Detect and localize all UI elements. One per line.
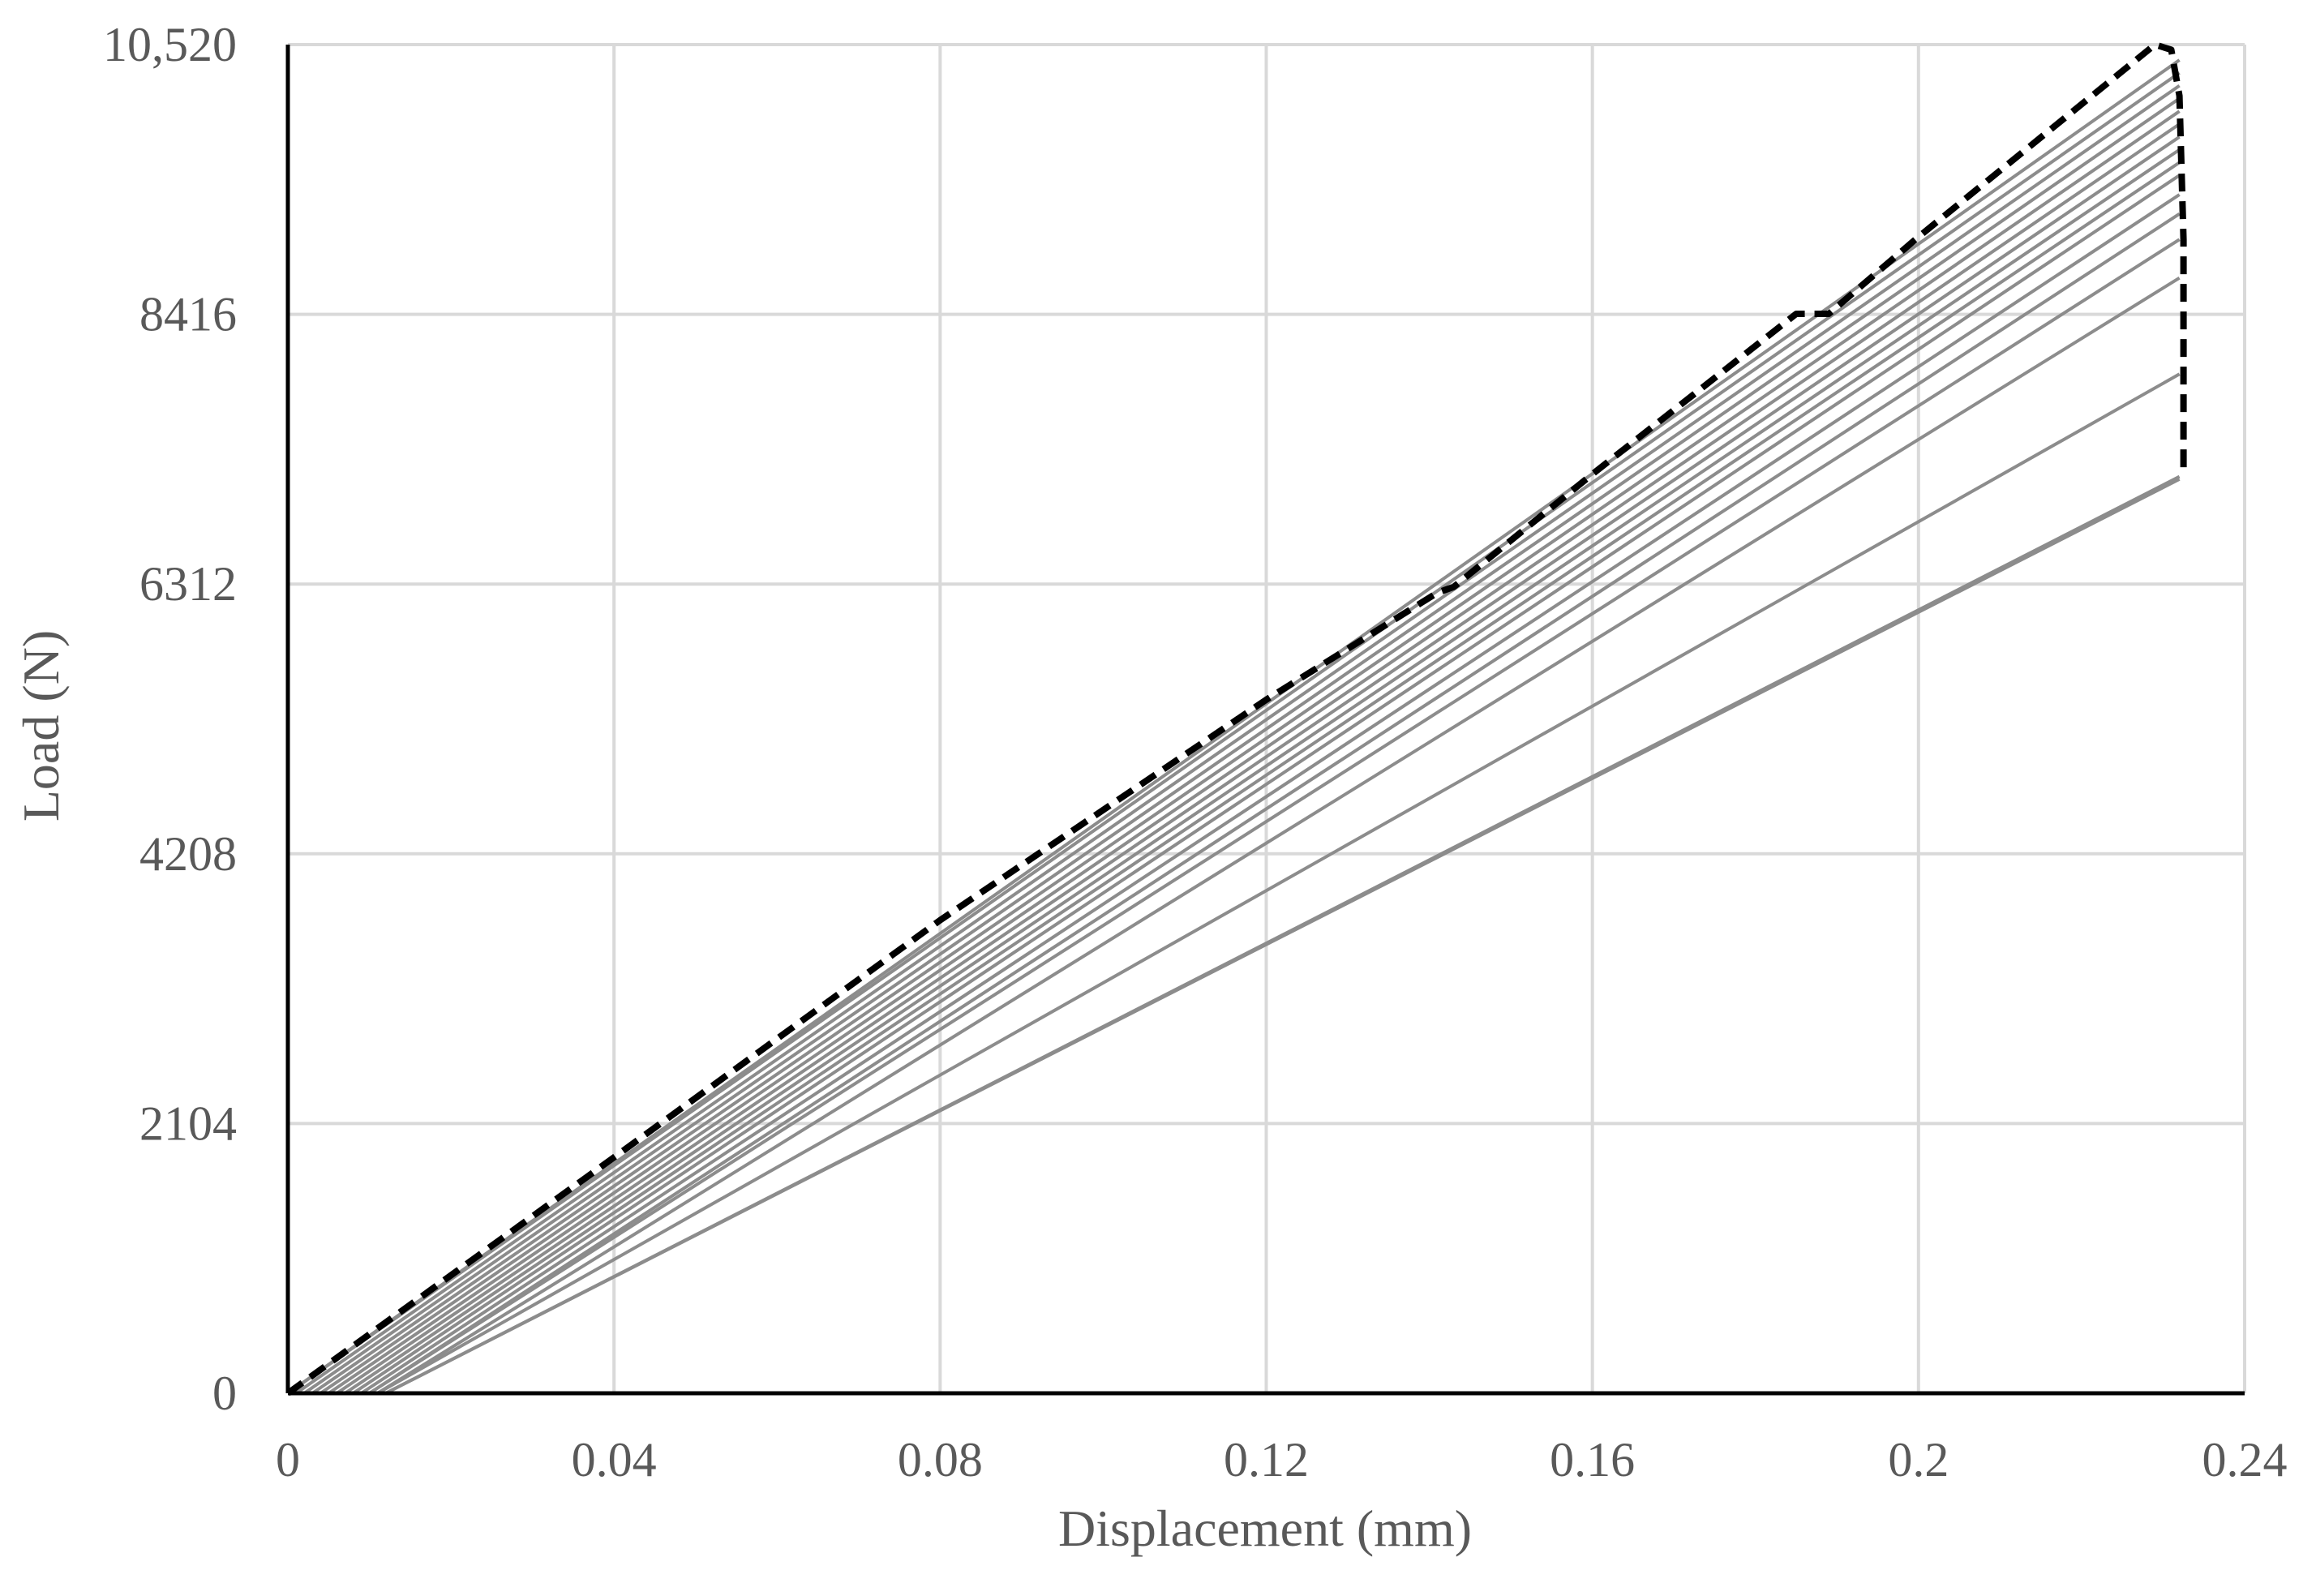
series-lines [285,41,2187,1396]
y-tick-label: 6312 [139,557,237,611]
series-line [352,174,2181,1395]
y-tick-label: 2104 [139,1096,237,1150]
x-tick-label: 0.12 [1224,1433,1309,1487]
y-tick-label: 0 [212,1366,237,1420]
series-line [294,84,2181,1395]
x-tick-label: 0.04 [572,1433,657,1487]
series-line [328,135,2181,1395]
series-line [336,148,2181,1395]
envelope-series-line [285,41,2187,1396]
series-line [311,109,2181,1395]
x-tick-label: 0 [276,1433,300,1487]
y-axis-label: Load (N) [12,630,70,822]
series-line [368,238,2181,1395]
y-tick-label: 10,520 [103,18,237,71]
series-line [376,372,2181,1395]
series-line [360,193,2181,1395]
series-line [320,122,2181,1395]
x-tick-label: 0.2 [1888,1433,1949,1487]
series-line [376,276,2181,1395]
series-line [286,71,2181,1395]
y-tick-label: 8416 [139,288,237,341]
x-tick-label: 0.08 [898,1433,983,1487]
tick-labels: 0 0.04 0.08 0.12 0.16 0.2 0.24 0 2104 4208 6312 841… [103,18,2288,1487]
axes [285,45,2245,1396]
y-tick-label: 4208 [139,827,237,881]
series-line [302,97,2181,1395]
x-axis-label: Displacement (mm) [1058,1499,1472,1557]
series-line [344,161,2181,1395]
series-line [384,478,2181,1395]
series-line [368,212,2181,1395]
x-tick-label: 0.16 [1550,1433,1635,1487]
x-tick-label: 0.24 [2202,1433,2288,1487]
